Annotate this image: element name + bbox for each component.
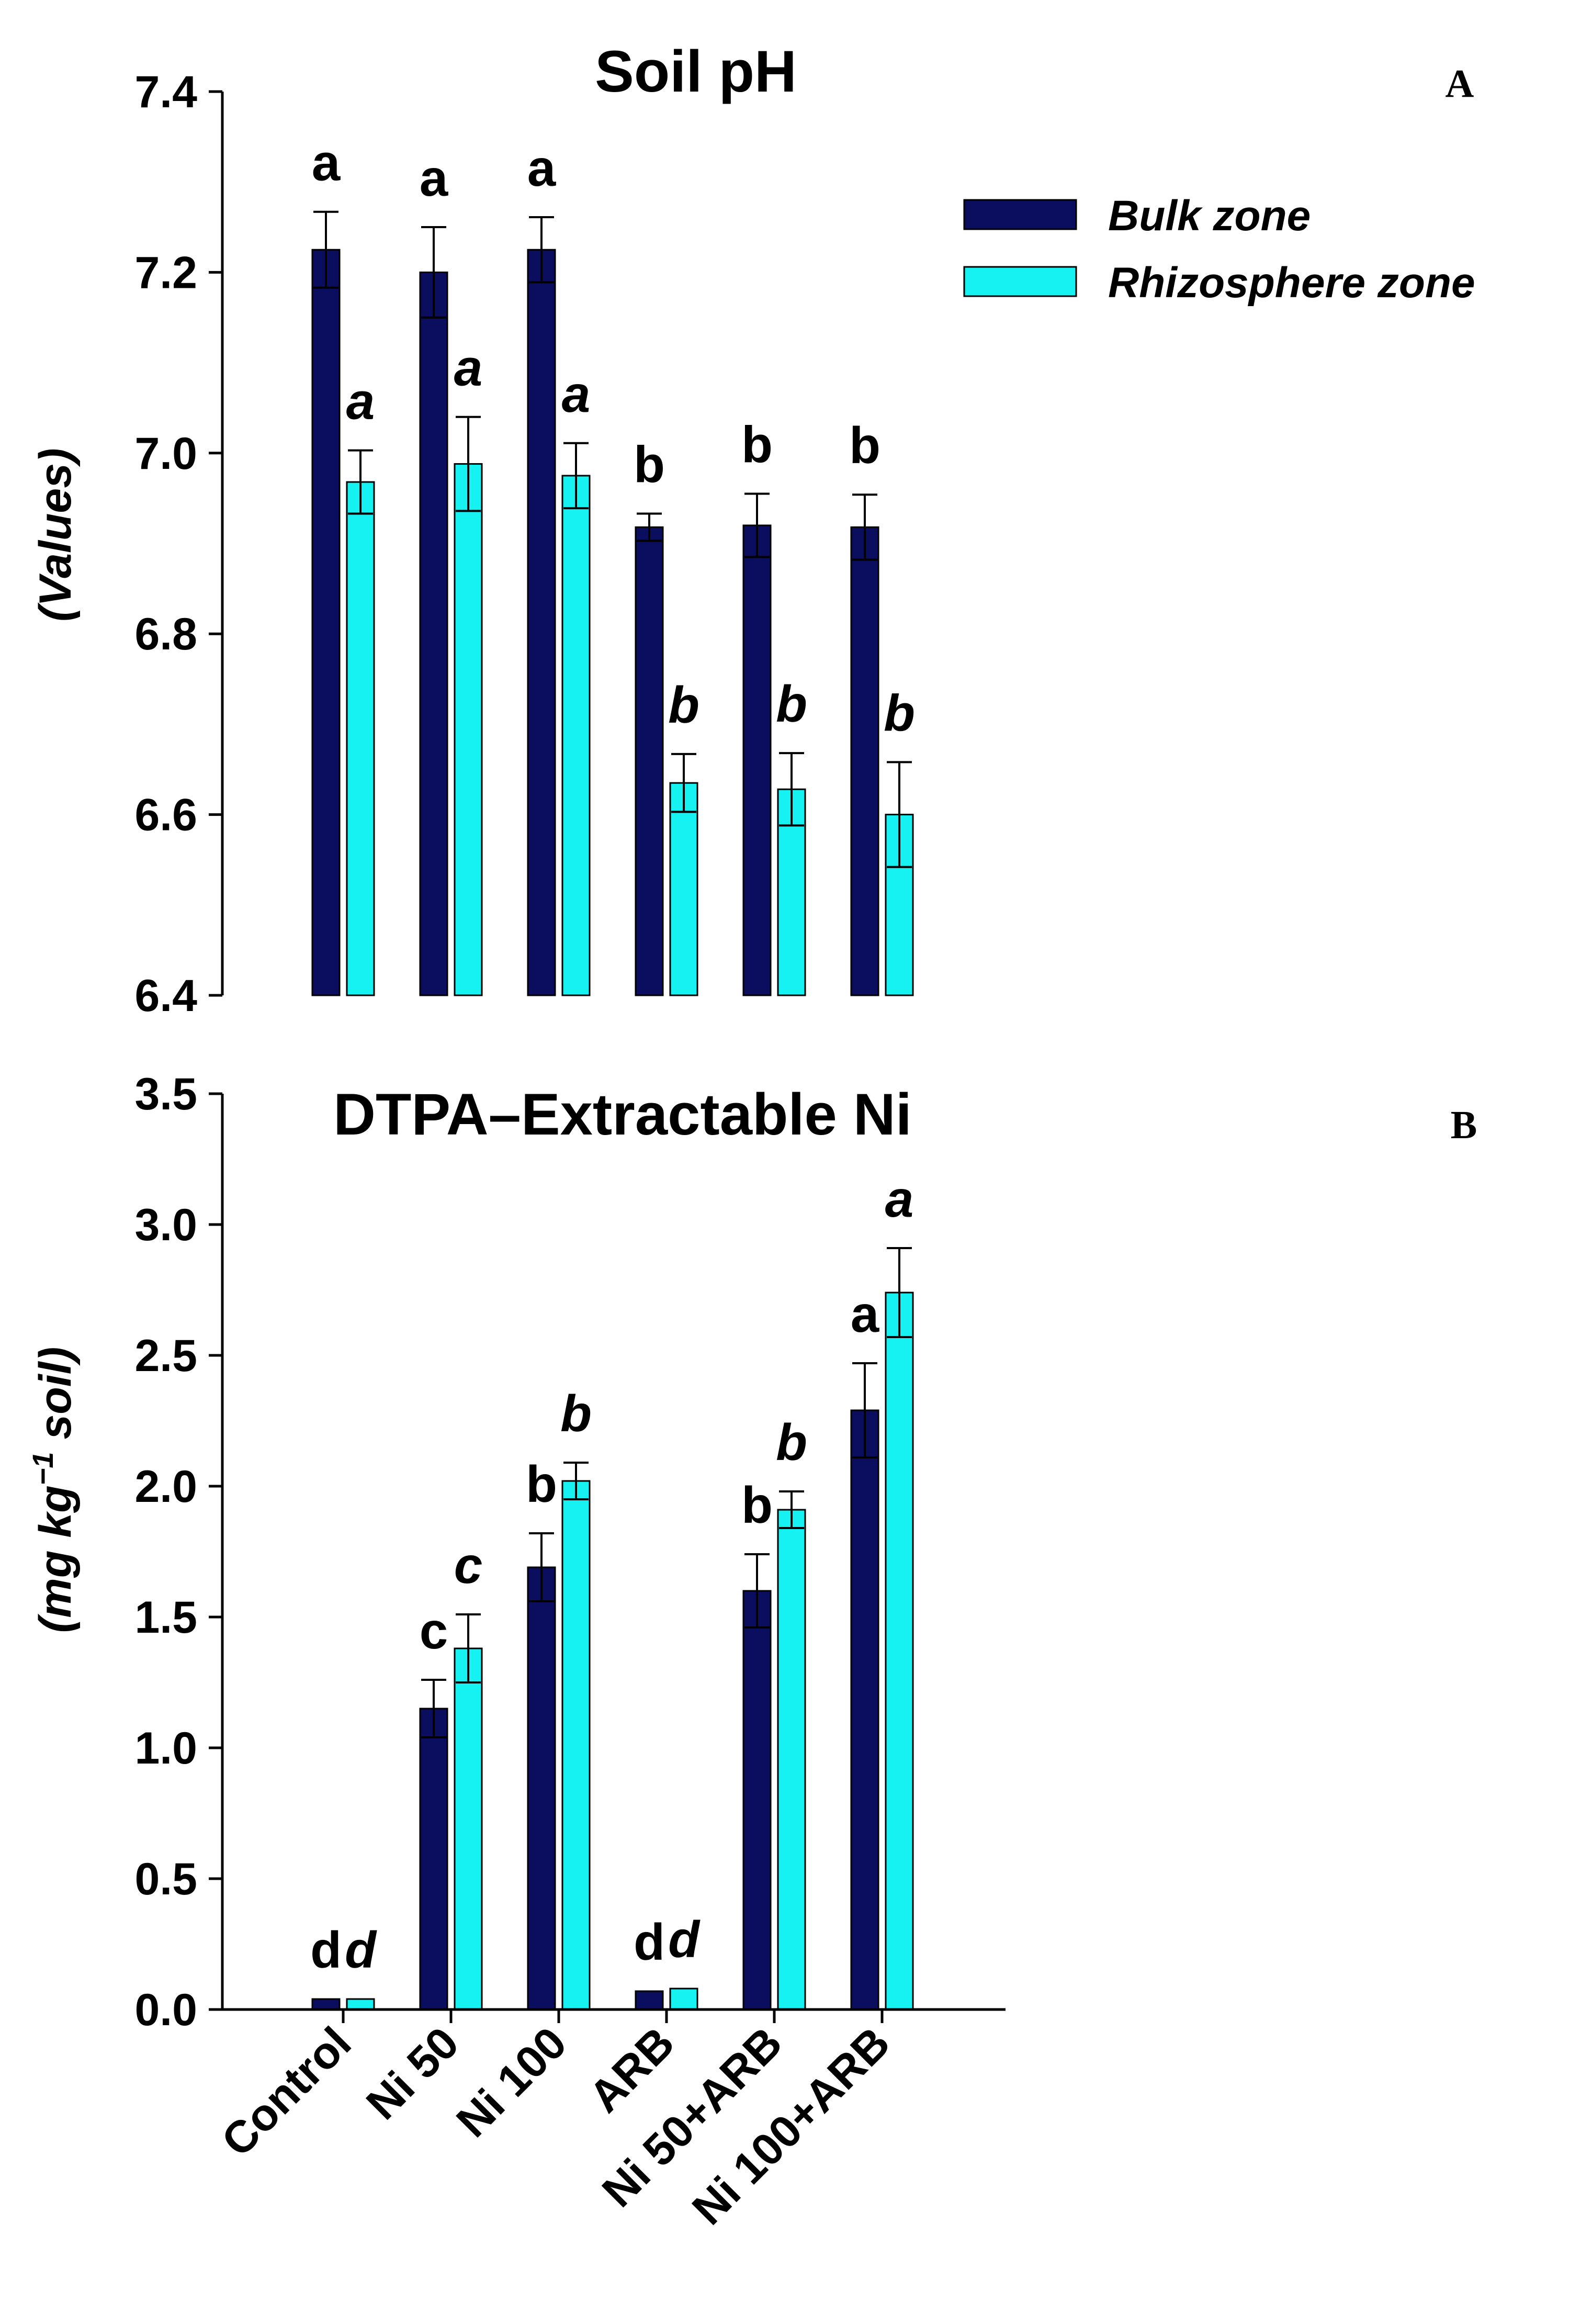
bulk-bar (635, 526, 664, 996)
significance-letter: d (345, 1921, 377, 1979)
significance-letter: a (420, 149, 449, 207)
panel-b-bars (311, 1247, 914, 2011)
panel-a-label: A (1446, 62, 1474, 106)
bulk-bar (527, 249, 556, 996)
rhizosphere-bar (346, 1998, 375, 2011)
bulk-bar (850, 1409, 879, 2011)
bulk-bar (850, 526, 879, 996)
rhizosphere-bar (777, 1509, 806, 2011)
y-tick-label: 1.0 (134, 1723, 197, 1773)
significance-letter: c (454, 1536, 483, 1594)
significance-letter: a (851, 1285, 880, 1343)
significance-letter: a (885, 1170, 914, 1228)
rhizosphere-bar (885, 1292, 914, 2011)
significance-letter: b (776, 1413, 807, 1471)
significance-letter: b (668, 676, 699, 734)
rhizosphere-bar (454, 1647, 483, 2011)
bulk-bar (527, 1566, 556, 2011)
y-tick-label: 2.5 (134, 1331, 197, 1381)
y-tick-label: 0.5 (134, 1854, 197, 1904)
panel-a-soil-ph: Soil pH A (Values) 6.4 6.6 6.8 7.0 7.2 7.4 a a… (30, 39, 1475, 1021)
rhizosphere-bar (669, 1988, 698, 2011)
panel-b-title: DTPA–Extractable Ni (333, 1082, 912, 1147)
x-category-label: Ni 100 (447, 2018, 576, 2147)
significance-letter: d (310, 1921, 342, 1979)
bulk-bar (311, 249, 341, 996)
y-tick-label: 2.0 (134, 1462, 197, 1512)
y-tick-label: 7.0 (134, 429, 197, 479)
significance-letter: b (560, 1385, 592, 1442)
y-tick-label: 6.4 (134, 971, 197, 1021)
panel-a-bars (311, 210, 914, 996)
significance-letter: b (776, 675, 807, 733)
panel-a-title: Soil pH (595, 39, 797, 104)
significance-letter: a (454, 339, 483, 397)
significance-letter: b (526, 1455, 557, 1513)
panel-b-dtpa-ni: DTPA–Extractable Ni B (mg kg−1 soil) 0.0… (26, 1069, 1477, 2235)
significance-letter: a (312, 134, 341, 192)
y-tick-label: 6.8 (134, 609, 197, 659)
panel-b-y-axis-label-main: (mg kg (30, 1485, 81, 1633)
bulk-bar (742, 1590, 772, 2011)
y-tick-label: 3.0 (134, 1200, 197, 1250)
panel-a-y-ticks: 6.4 6.6 6.8 7.0 7.2 7.4 (134, 67, 222, 1021)
significance-letter: d (668, 1911, 701, 1968)
y-tick-label: 3.5 (134, 1069, 197, 1119)
panel-a-y-axis-label: (Values) (30, 448, 81, 621)
bulk-bar (311, 1998, 341, 2011)
rhizosphere-bar (561, 475, 591, 996)
y-tick-label: 7.4 (134, 67, 197, 117)
rhizosphere-bar (669, 782, 698, 996)
bulk-bar (742, 524, 772, 996)
legend-label-bulk: Bulk zone (1108, 192, 1311, 240)
y-tick-label: 6.6 (134, 790, 197, 840)
significance-letter: a (527, 139, 557, 197)
legend-swatch-rhizosphere (963, 266, 1077, 297)
bulk-bar (419, 1708, 448, 2011)
y-tick-label: 7.2 (134, 248, 197, 298)
y-tick-label: 1.5 (134, 1592, 197, 1643)
panel-b-y-axis-label-sup: −1 (26, 1452, 59, 1485)
legend-swatch-bulk (963, 199, 1077, 230)
panel-b-label: B (1451, 1103, 1477, 1147)
panel-b-y-axis-label: (mg kg−1 soil) (26, 1347, 81, 1633)
rhizosphere-bar (346, 481, 375, 996)
significance-letter: b (634, 436, 665, 493)
x-category-label: Control (212, 2018, 360, 2166)
significance-letter: d (634, 1913, 665, 1971)
panel-a-significance-letters: a a ab b baa ab b b (312, 134, 915, 742)
significance-letter: c (420, 1602, 448, 1659)
panel-b-y-axis-label-tail: soil) (30, 1347, 81, 1452)
panel-b-y-ticks: 0.0 0.5 1.0 1.5 2.0 2.5 3.0 3.5 (134, 1069, 222, 2035)
significance-letter: b (849, 417, 880, 474)
bulk-bar (635, 1990, 664, 2011)
significance-letter: a (346, 373, 375, 430)
legend: Bulk zone Rhizosphere zone (963, 192, 1475, 307)
significance-letter: b (884, 684, 915, 742)
rhizosphere-bar (561, 1480, 591, 2011)
significance-letter: a (562, 365, 591, 423)
bulk-bar (419, 271, 448, 996)
legend-label-rhizosphere: Rhizosphere zone (1108, 259, 1475, 307)
rhizosphere-bar (454, 463, 483, 996)
significance-letter: b (741, 1476, 773, 1534)
significance-letter: b (741, 416, 773, 474)
y-tick-label: 0.0 (134, 1985, 197, 2035)
